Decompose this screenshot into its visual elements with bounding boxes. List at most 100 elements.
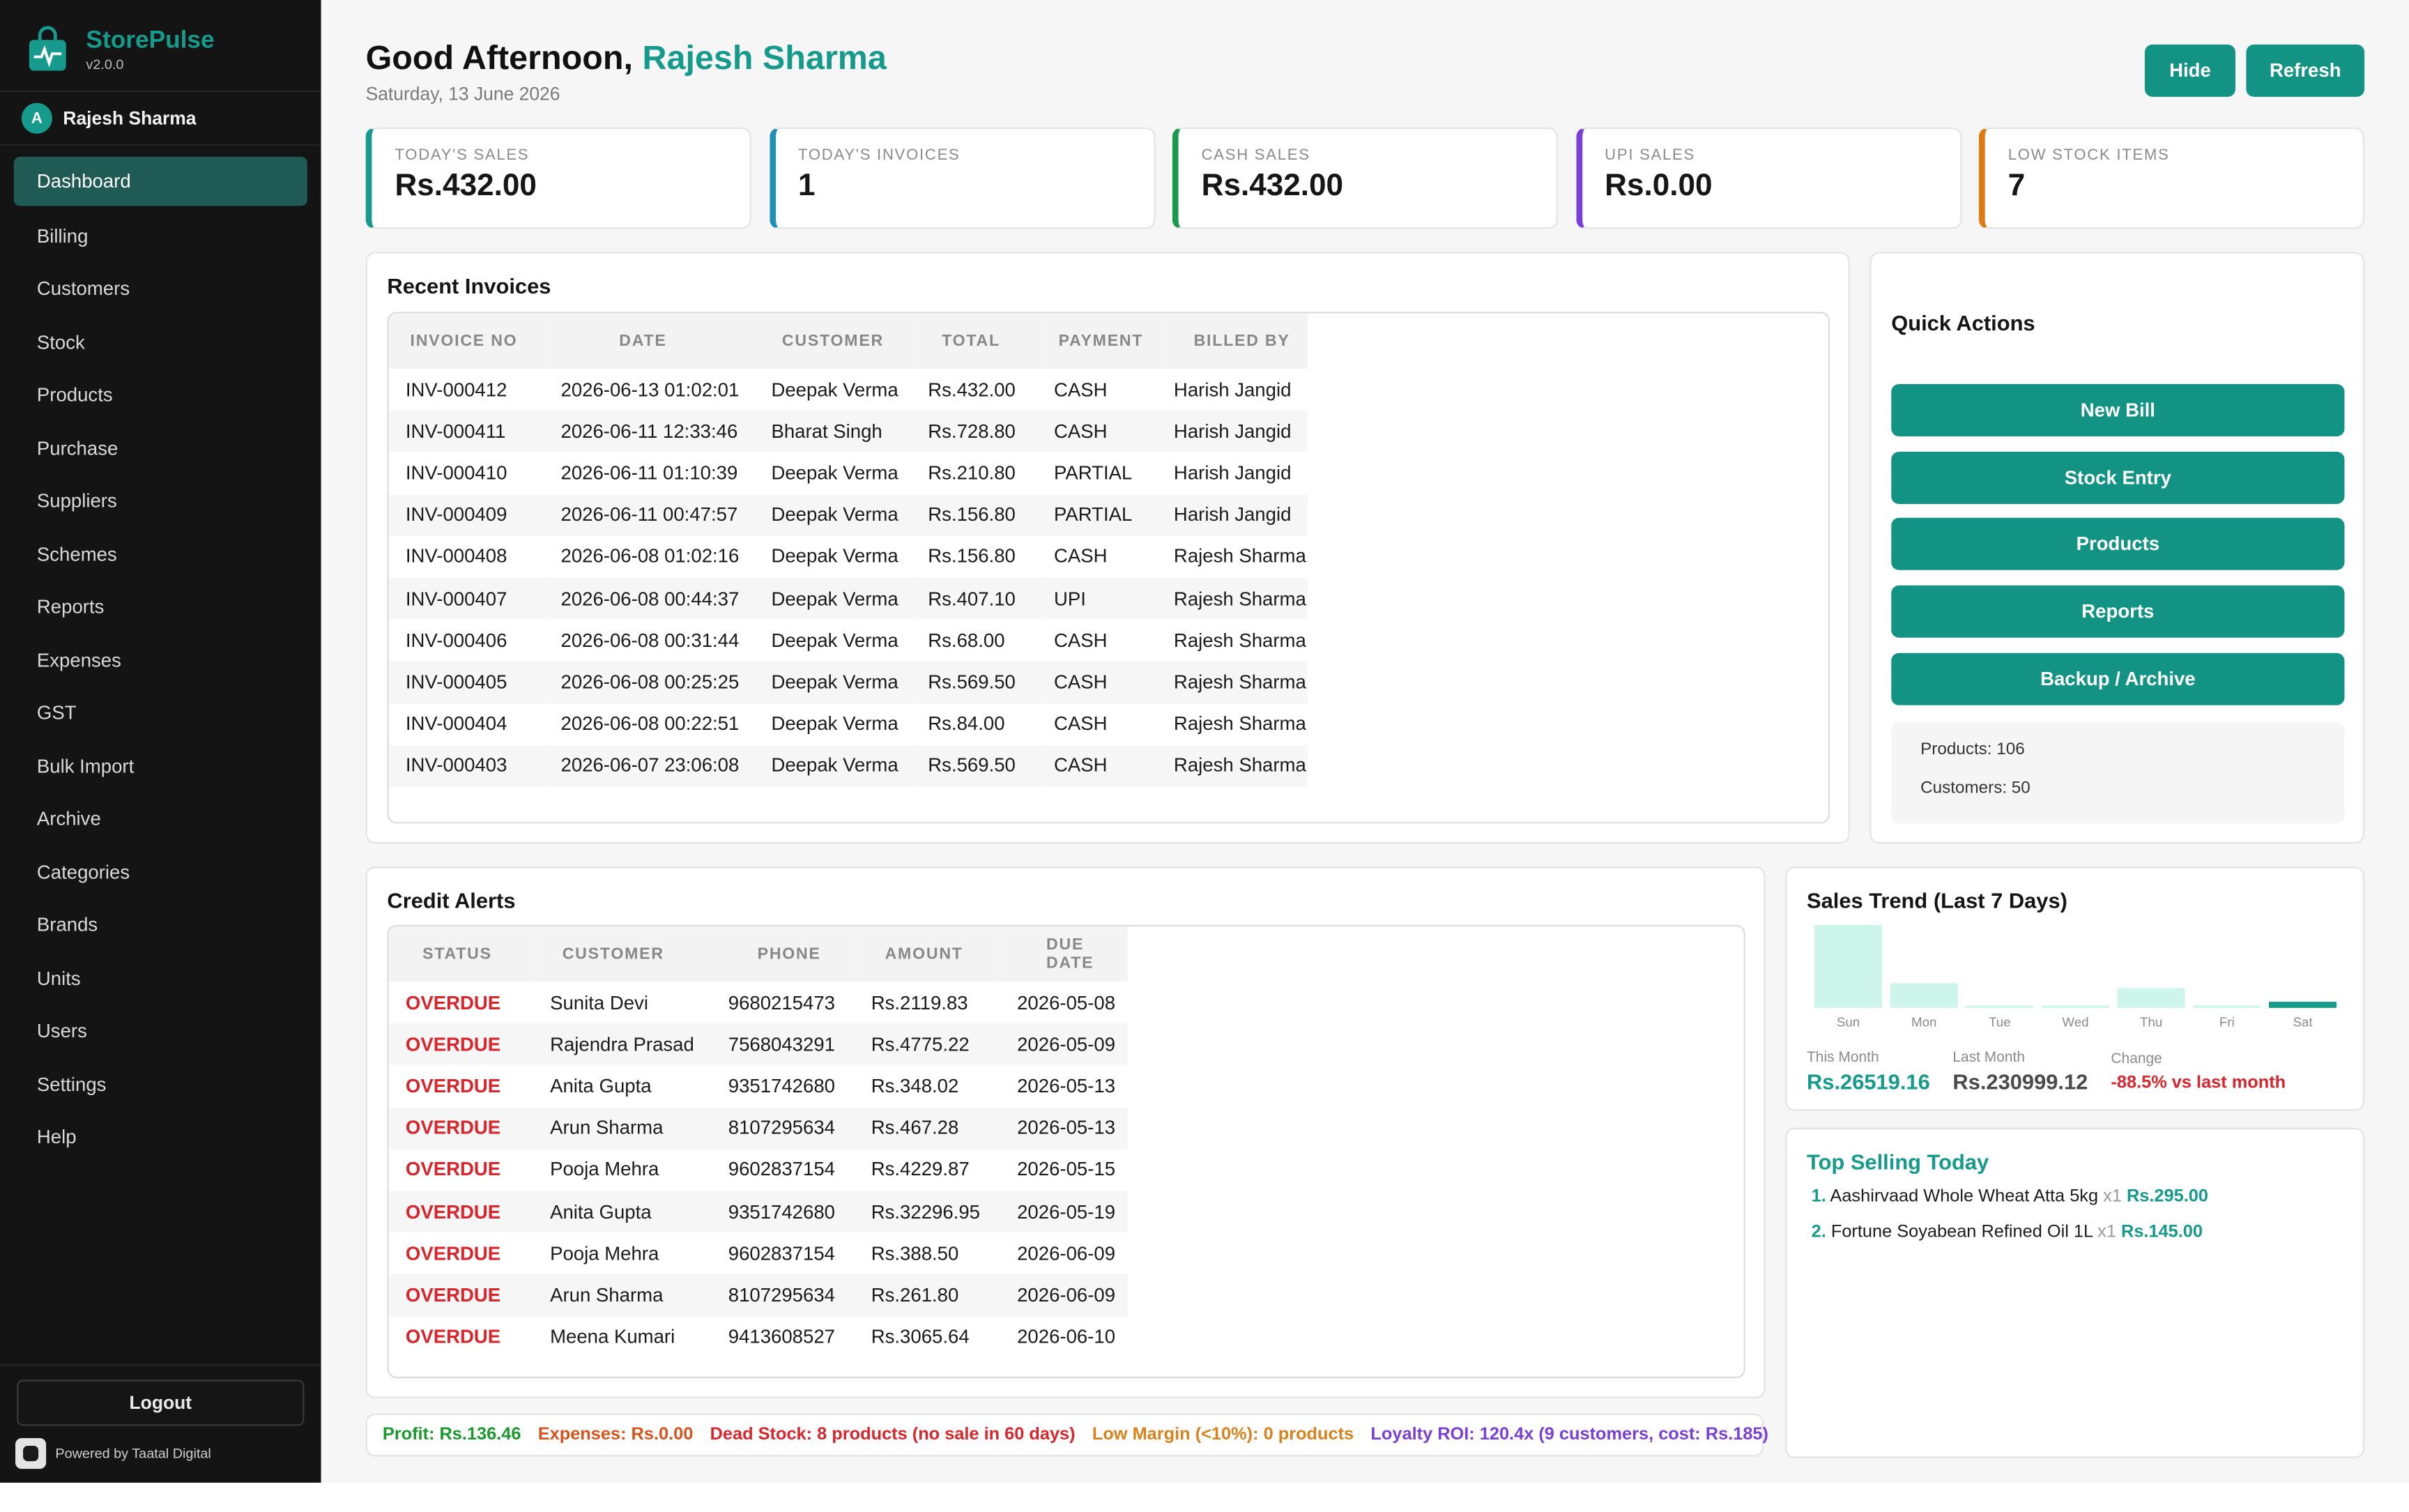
logout-button[interactable]: Logout [17,1380,305,1426]
table-cell: OVERDUE [405,1326,501,1348]
sidebar-item-suppliers[interactable]: Suppliers [36,490,117,512]
table-row[interactable]: INV-000411 2026-06-11 12:33:46 Bharat Sing… [388,410,1308,452]
credit-alerts-title: Credit Alerts [387,887,516,913]
table-cell: INV-000410 [405,462,507,484]
table-row[interactable]: INV-000408 2026-06-08 01:02:16 Deepak Verm… [389,536,1308,578]
table-row[interactable]: OVERDUE Anita Gupta 9351742680 Rs.32296.95 2… [388,1191,1128,1232]
table-row[interactable]: OVERDUE Meena Kumari 9413608527 Rs.3065.64 2… [389,1316,1128,1358]
sales-trend-chart: Sun Mon Tue Wed Thu Fri Sat [1814,924,2337,1029]
column-header[interactable]: Total [917,313,1045,369]
column-header[interactable]: Amount [855,926,1002,982]
sidebar-item-stock[interactable]: Stock [36,331,85,353]
table-cell: Deepak Verma [771,546,898,568]
quick-action-stock-entry-button[interactable]: Stock Entry [1891,451,2345,504]
summary-item: Low Margin (<10%): 0 products [1092,1426,1354,1444]
table-row[interactable]: OVERDUE Anita Gupta 9351742680 Rs.348.02 202… [389,1065,1128,1107]
recent-invoices-table-wrap[interactable]: Invoice No Date Customer Total Payment Billed… [387,312,1830,824]
table-row[interactable]: OVERDUE Sunita Devi 9680215473 Rs.2119.83 20… [389,982,1128,1023]
credit-alerts-table-wrap[interactable]: Status Customer Phone Amount Due Date OVERDU… [387,924,1745,1379]
column-header[interactable]: Due Date [1002,926,1128,982]
table-row[interactable]: OVERDUE Rajendra Prasad 7568043291 Rs.4775.… [388,1023,1128,1066]
column-header[interactable]: Payment [1044,313,1161,369]
recent-invoices-title: Recent Invoices [387,273,551,298]
column-header[interactable]: Status [388,926,538,982]
table-row[interactable]: INV-000412 2026-06-13 01:02:01 Deepak Verm… [389,369,1308,411]
column-header[interactable]: Billed By [1160,313,1308,369]
table-cell: 9602837154 [728,1242,835,1265]
trend-bar-tue [1966,1005,2034,1008]
table-cell: Rs.156.80 [917,494,1045,536]
sidebar-item-gst[interactable]: GST [36,702,77,724]
table-cell: Rs.388.50 [871,1242,959,1265]
sidebar-item-expenses[interactable]: Expenses [36,649,121,671]
table-cell: INV-000403 [388,744,549,787]
table-row[interactable]: INV-000409 2026-06-11 00:47:57 Deepak Verm… [388,494,1308,536]
table-cell: 2026-05-13 [1017,1075,1116,1097]
table-row[interactable]: OVERDUE Arun Sharma 8107295634 Rs.467.28 202… [388,1107,1128,1150]
table-row[interactable]: INV-000407 2026-06-08 00:44:37 Deepak Verm… [388,577,1308,620]
stat-card-today-s-invoices: Today's Invoices 1 [769,127,1155,229]
table-cell: CASH [1054,629,1108,651]
sidebar-item-reports[interactable]: Reports [36,596,105,618]
table-cell: 2026-05-08 [1017,991,1116,1014]
table-row[interactable]: INV-000405 2026-06-08 00:25:25 Deepak Verm… [388,661,1308,703]
column-header[interactable]: Invoice No [388,313,549,369]
column-header[interactable]: Customer [537,926,712,982]
sidebar-item-categories[interactable]: Categories [36,861,130,883]
quick-action-products-button[interactable]: Products [1891,518,2345,571]
sidebar-item-brands[interactable]: Brands [36,914,98,936]
quick-action-reports-button[interactable]: Reports [1891,585,2345,638]
sidebar-item-products[interactable]: Products [36,384,113,406]
table-row[interactable]: OVERDUE Pooja Mehra 9602837154 Rs.4229.87 20… [389,1149,1128,1191]
quantity: x1 [2103,1187,2122,1207]
sidebar-item-customers[interactable]: Customers [36,278,130,300]
table-cell: 7568043291 [711,1023,856,1066]
hide-button[interactable]: Hide [2144,44,2235,97]
column-header[interactable]: Phone [711,926,856,982]
quick-stats: Products: 106 Customers: 50 [1891,721,2345,824]
sidebar-item-users[interactable]: Users [36,1021,87,1042]
sidebar-item-bulk-import[interactable]: Bulk Import [36,755,135,777]
user-profile[interactable]: A Rajesh Sharma [0,91,321,146]
table-row[interactable]: INV-000403 2026-06-07 23:06:08 Deepak Verm… [388,744,1308,787]
table-row[interactable]: OVERDUE Arun Sharma 8107295634 Rs.261.80 202… [388,1274,1128,1316]
stat-card-low-stock-items: Low Stock Items 7 [1978,127,2365,229]
refresh-button[interactable]: Refresh [2246,44,2365,97]
column-header[interactable]: Customer [760,313,917,369]
table-cell: Harish Jangid [1160,494,1308,536]
sidebar-item-purchase[interactable]: Purchase [36,437,118,459]
sidebar-item-archive[interactable]: Archive [36,808,101,830]
table-row[interactable]: INV-000410 2026-06-11 01:10:39 Deepak Verm… [389,452,1308,494]
sidebar-item-billing[interactable]: Billing [36,225,89,247]
column-header[interactable]: Date [548,313,761,369]
sidebar-item-settings[interactable]: Settings [36,1074,107,1095]
table-cell: OVERDUE [388,1023,538,1066]
sidebar-item-dashboard[interactable]: Dashboard [13,156,307,206]
table-cell: Harish Jangid [1173,462,1292,484]
trend-bar-fri [2193,1005,2261,1008]
stat-value: Rs.0.00 [1605,169,1713,203]
table-cell: CASH [1054,379,1108,401]
table-cell: OVERDUE [388,1274,538,1316]
table-cell: 2026-06-08 01:02:16 [560,546,740,568]
trend-day-label: Thu [2140,1014,2162,1029]
summary-item: Profit: Rs.136.46 [382,1426,521,1444]
stats-row: Today's Sales Rs.432.00 Today's Invoices 1 C… [365,127,2365,229]
company-logo-icon [15,1438,47,1469]
sidebar-item-schemes[interactable]: Schemes [36,543,117,565]
table-row[interactable]: OVERDUE Pooja Mehra 9602837154 Rs.388.50 202… [389,1232,1128,1274]
greeting: Good Afternoon, Rajesh Sharma [366,38,887,78]
product-name: Fortune Soyabean Refined Oil 1L [1830,1223,2093,1242]
table-cell: OVERDUE [405,1075,501,1097]
summary-bar: Profit: Rs.136.46 Expenses: Rs.0.00 Dead S… [365,1413,1768,1457]
table-cell: Rs.407.10 [917,577,1045,620]
summary-item: Loyalty ROI: 120.4x (9 customers, cost: … [1370,1426,1768,1444]
recent-invoices-table: Invoice No Date Customer Total Payment Billed… [388,313,1308,787]
sidebar-item-help[interactable]: Help [36,1127,77,1149]
quick-action-backup-archive-button[interactable]: Backup / Archive [1891,652,2345,705]
quick-action-new-bill-button[interactable]: New Bill [1891,384,2345,436]
table-row[interactable]: INV-000406 2026-06-08 00:31:44 Deepak Verm… [389,620,1308,662]
table-row[interactable]: INV-000404 2026-06-08 00:22:51 Deepak Verm… [389,703,1308,744]
sidebar-item-units[interactable]: Units [36,968,81,989]
table-cell: OVERDUE [405,1159,501,1181]
